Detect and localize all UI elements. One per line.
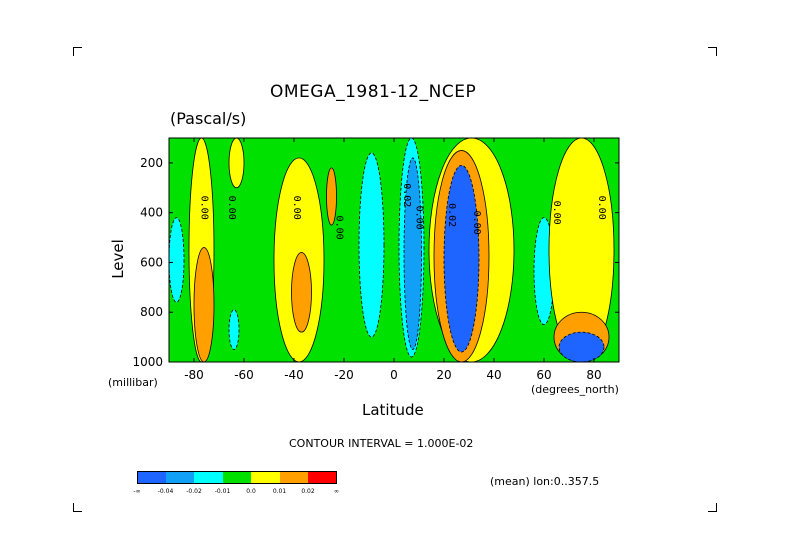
colorbar-swatch — [222, 471, 251, 484]
colorbar-outline — [137, 471, 337, 484]
colorbar-swatch — [251, 471, 280, 484]
x-tick-label: 80 — [586, 368, 601, 382]
contour-region — [169, 217, 185, 303]
colorbar-tick-label: -∞ — [133, 488, 141, 495]
y-tick-label: 400 — [140, 206, 163, 220]
contour-region — [228, 138, 245, 189]
corner-mark-top-left — [73, 47, 82, 56]
corner-mark-bottom-right — [708, 503, 717, 512]
colorbar-tick-label: -0.01 — [214, 488, 231, 495]
x-tick-label: 40 — [486, 368, 501, 382]
y-tick-label: 600 — [140, 255, 163, 269]
x-tick-label: 20 — [436, 368, 451, 382]
contour-value-label: 0.02 — [446, 203, 457, 227]
x-axis-unit: (degrees_north) — [531, 383, 619, 396]
contour-region — [548, 138, 615, 362]
colorbar-tick-label: -0.04 — [157, 488, 174, 495]
contour-region — [326, 167, 337, 226]
x-tick-label: 60 — [536, 368, 551, 382]
colorbar-tick-label: ∞ — [334, 488, 339, 495]
corner-mark-top-right — [708, 47, 717, 56]
contour-region — [228, 309, 240, 350]
contour-interval-note: CONTOUR INTERVAL = 1.000E-02 — [289, 437, 474, 450]
contour-region — [558, 331, 605, 362]
x-axis-label: Latitude — [362, 401, 424, 419]
contour-fill-group — [169, 138, 619, 362]
colorbar-swatch — [137, 471, 166, 484]
contour-value-label: 0.00 — [551, 201, 562, 225]
contour-value-label: 0.00 — [199, 196, 210, 220]
y-tick-label: 1000 — [132, 355, 163, 369]
colorbar-swatch — [279, 471, 308, 484]
contour-region — [443, 164, 480, 353]
x-tick-label: 0 — [390, 368, 398, 382]
y-axis-label: Level — [108, 239, 127, 279]
contour-region — [291, 252, 312, 333]
x-tick-label: -80 — [184, 368, 204, 382]
contour-value-label: 0.00 — [226, 196, 237, 220]
contour-value-label: 0.00 — [291, 196, 302, 220]
y-tick-label: 800 — [140, 305, 163, 319]
contour-value-label: 0.00 — [414, 206, 425, 230]
contour-region — [403, 157, 422, 350]
colorbar-tick-label: 0.02 — [301, 488, 315, 495]
x-tick-label: -40 — [284, 368, 304, 382]
contour-value-label: 0.00 — [471, 211, 482, 235]
colorbar-tick-label: 0.0 — [246, 488, 256, 495]
colorbar-swatch — [194, 471, 223, 484]
colorbar-tick-label: 0.01 — [272, 488, 287, 495]
colorbar-tick-label: -0.02 — [186, 488, 202, 495]
contour-value-label: 0.02 — [401, 183, 412, 207]
mean-longitude-note: (mean) lon:0..357.5 — [490, 475, 600, 488]
contour-region — [358, 152, 385, 338]
y-axis-unit: (millibar) — [108, 376, 158, 389]
colorbar-swatch — [308, 471, 337, 484]
y-tick-label: 200 — [140, 156, 163, 170]
x-tick-label: -60 — [234, 368, 254, 382]
chart-title: OMEGA_1981-12_NCEP — [270, 82, 477, 102]
corner-mark-bottom-left — [73, 503, 82, 512]
contour-value-label: 0.00 — [334, 216, 345, 240]
x-tick-label: -20 — [334, 368, 354, 382]
colorbar-swatch — [165, 471, 194, 484]
chart-subtitle: (Pascal/s) — [170, 109, 247, 128]
contour-region — [193, 247, 215, 362]
contour-value-label: 0.00 — [596, 196, 607, 220]
